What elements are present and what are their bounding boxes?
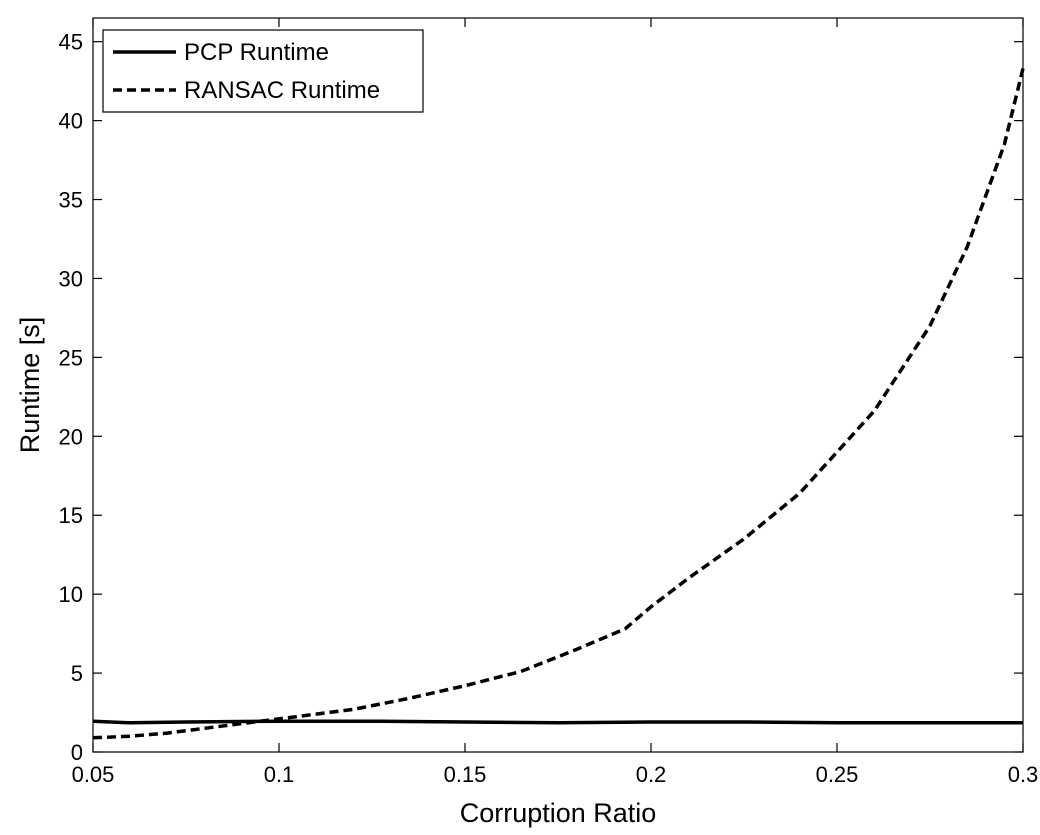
x-tick-label: 0.1 [264, 762, 295, 787]
y-tick-label: 0 [71, 740, 83, 765]
x-axis-ticks: 0.05 0.1 0.15 0.2 0.25 0.3 [72, 18, 1039, 787]
y-tick-label: 30 [59, 266, 83, 291]
x-tick-label: 0.2 [636, 762, 667, 787]
plot-area [92, 17, 1024, 753]
legend-label-ransac: RANSAC Runtime [184, 77, 380, 104]
x-tick-label: 0.3 [1008, 762, 1039, 787]
x-tick-label: 0.25 [816, 762, 859, 787]
x-tick-label: 0.05 [72, 762, 115, 787]
legend-label-pcp: PCP Runtime [184, 39, 329, 66]
y-tick-label: 25 [59, 345, 83, 370]
x-axis-title: Corruption Ratio [460, 798, 657, 828]
y-tick-label: 40 [59, 109, 83, 134]
legend: PCP Runtime RANSAC Runtime [102, 29, 424, 113]
series-layer [92, 68, 1025, 740]
y-tick-label: 10 [59, 582, 83, 607]
y-tick-label: 20 [59, 424, 83, 449]
series-line-pcp [92, 719, 1023, 725]
y-axis-ticks: 0 5 10 15 20 25 30 35 40 45 [59, 30, 1023, 765]
y-axis-title: Runtime [s] [15, 317, 45, 454]
x-tick-label: 0.15 [444, 762, 487, 787]
y-tick-label: 45 [59, 30, 83, 55]
y-tick-label: 5 [71, 661, 83, 686]
y-tick-label: 15 [59, 503, 83, 528]
legend-box [102, 29, 424, 113]
series-line-ransac [92, 68, 1025, 740]
y-tick-label: 35 [59, 188, 83, 213]
